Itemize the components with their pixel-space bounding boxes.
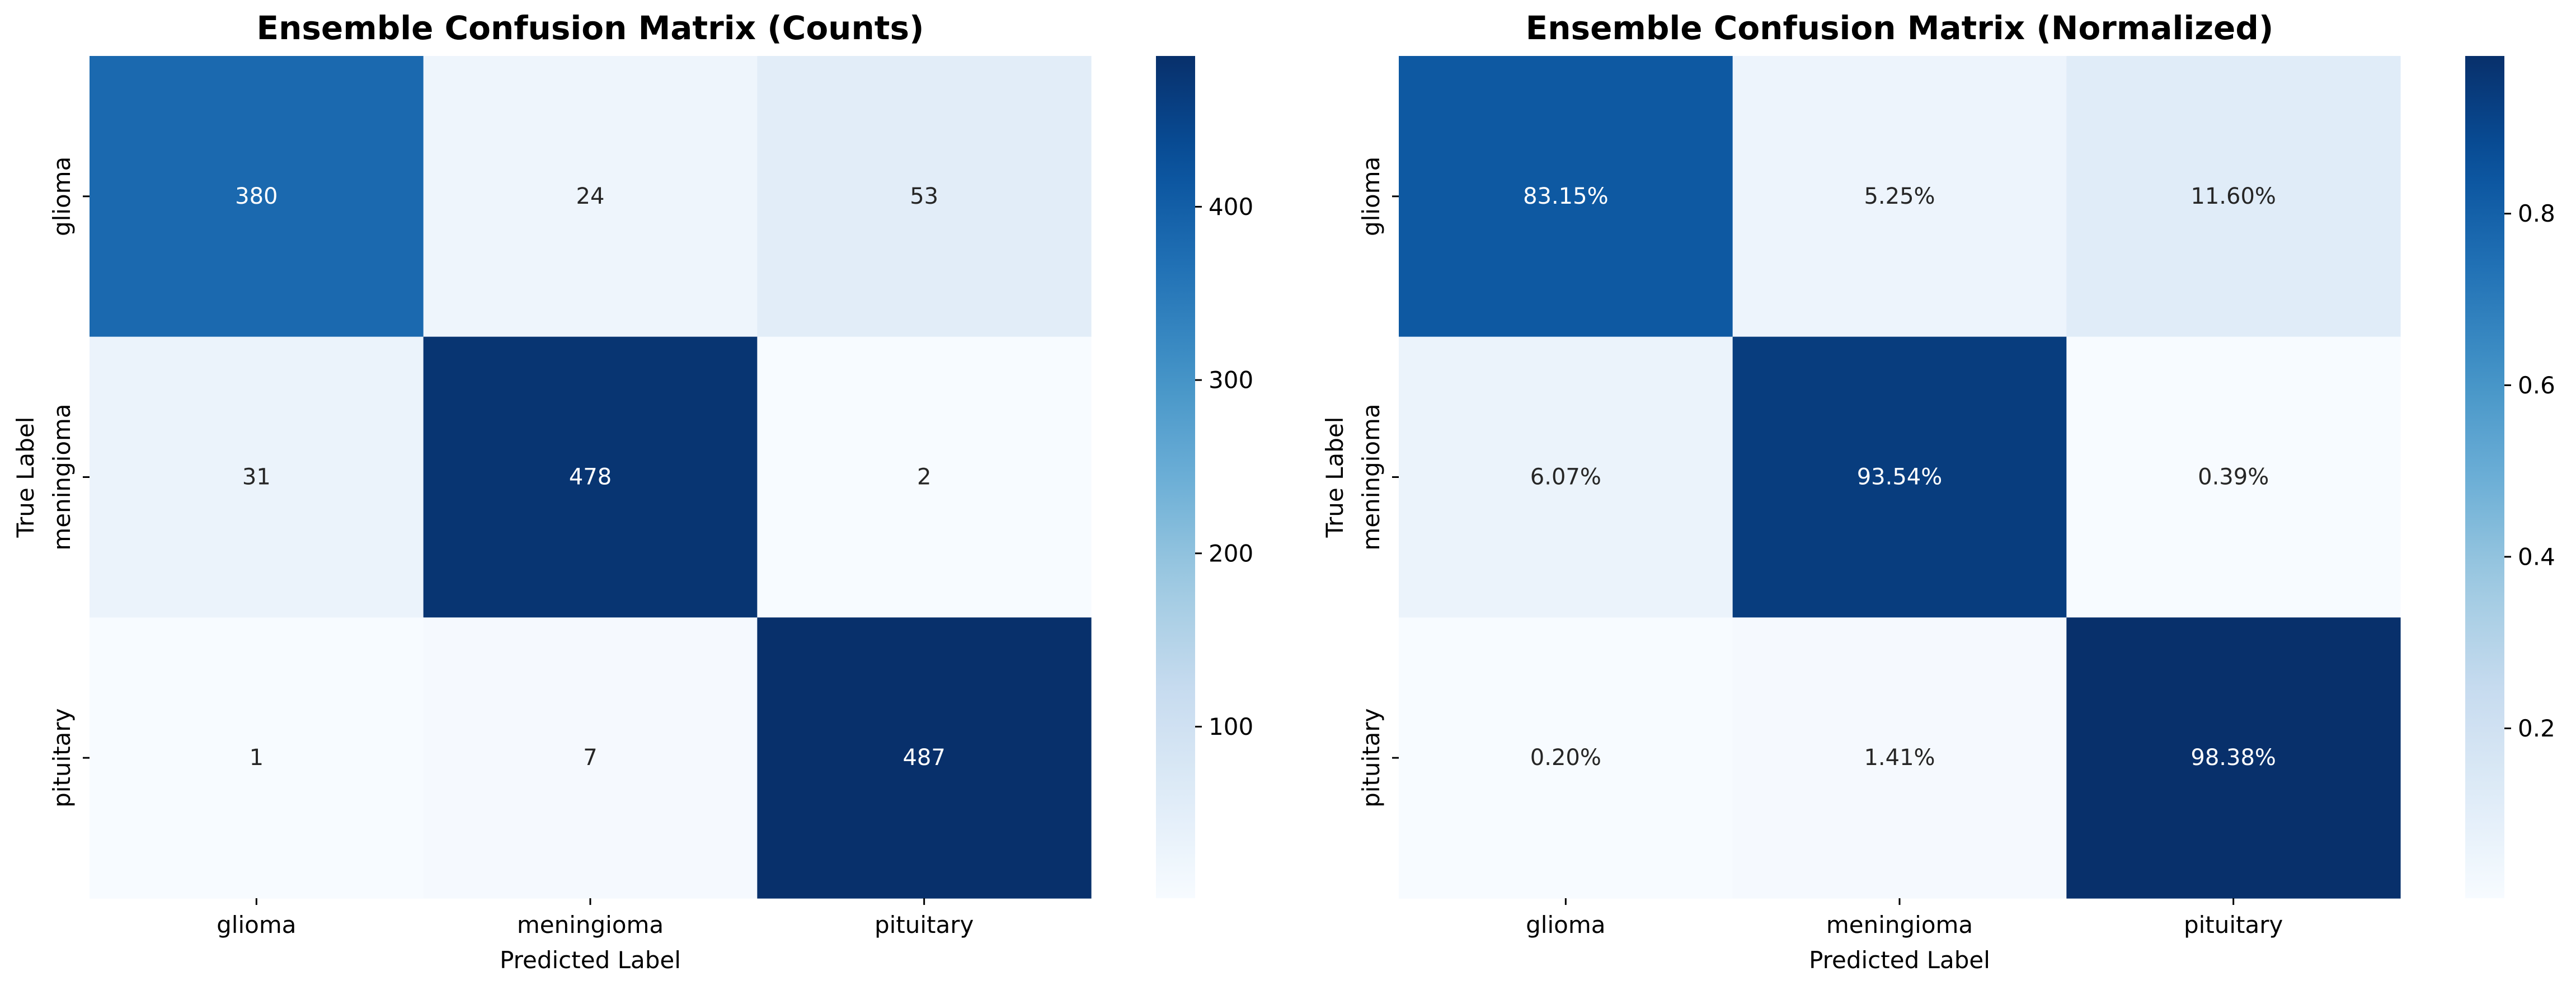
cell-value-label: 380 (235, 184, 278, 209)
cell-value-label: 31 (242, 464, 271, 490)
x-tick-label: meningioma (1826, 911, 1973, 939)
x-tick-label: glioma (217, 911, 296, 939)
chart-title: Ensemble Confusion Matrix (Counts) (256, 9, 924, 47)
cell-value-label: 53 (910, 184, 938, 209)
y-tick-label: glioma (1357, 157, 1385, 236)
colorbar-tick-label: 100 (1209, 713, 1253, 740)
cell-value-label: 1 (250, 745, 264, 771)
x-axis-label: Predicted Label (1809, 946, 1990, 974)
x-tick-label: pituitary (875, 911, 974, 939)
colorbar-tick-label: 0.2 (2518, 715, 2555, 742)
cell-value-label: 11.60% (2190, 184, 2276, 209)
y-axis-label: True Label (1321, 417, 1348, 538)
colorbar-tick-label: 400 (1209, 193, 1253, 220)
cell-value-label: 93.54% (1857, 464, 1943, 490)
colorbar-tick-label: 0.8 (2518, 200, 2555, 227)
y-tick-label: meningioma (1357, 403, 1385, 550)
heatmap-cell (757, 617, 1092, 899)
heatmap-cell (1399, 336, 1733, 618)
counts-confusion-matrix-panel: Ensemble Confusion Matrix (Counts) 380 24 5… (12, 9, 1253, 974)
colorbar (2465, 56, 2504, 898)
colorbar (1156, 56, 1195, 898)
cell-value-label: 24 (576, 184, 605, 209)
y-tick-label: pituitary (48, 708, 76, 807)
heatmap-cell (2066, 617, 2401, 899)
heatmap-cell (423, 617, 758, 899)
heatmap-cell (1732, 617, 2067, 899)
y-tick-label: pituitary (1357, 708, 1385, 807)
heatmap-cell (1399, 617, 1733, 899)
heatmap-cell (90, 336, 424, 618)
heatmap-cell (2066, 56, 2401, 337)
heatmap-cell (90, 56, 424, 337)
colorbar-tick-label: 200 (1209, 539, 1253, 567)
x-axis-label: Predicted Label (500, 946, 681, 974)
heatmap-cells: 380 24 53 31 478 2 1 7 487 (90, 56, 1092, 899)
heatmap-cell (1732, 336, 2067, 618)
normalized-heatmap-chart: Ensemble Confusion Matrix (Normalized) 83… (1321, 9, 2555, 974)
cell-value-label: 98.38% (2190, 745, 2276, 771)
cell-value-label: 0.20% (1530, 745, 1601, 771)
y-axis-label: True Label (12, 417, 39, 538)
chart-title: Ensemble Confusion Matrix (Normalized) (1526, 9, 2274, 47)
x-tick-label: pituitary (2184, 911, 2283, 939)
y-tick-label: meningioma (48, 403, 76, 550)
x-tick-label: glioma (1526, 911, 1605, 939)
cell-value-label: 7 (583, 745, 597, 771)
normalized-confusion-matrix-panel: Ensemble Confusion Matrix (Normalized) 83… (1288, 0, 2576, 990)
cell-value-label: 0.39% (2198, 464, 2269, 490)
colorbar-tick-label: 300 (1209, 367, 1253, 394)
heatmap-cell (757, 56, 1092, 337)
heatmap-cell (1399, 56, 1733, 337)
cell-value-label: 6.07% (1530, 464, 1601, 490)
x-tick-label: meningioma (517, 911, 664, 939)
heatmap-cell (423, 56, 758, 337)
counts-heatmap-chart: Ensemble Confusion Matrix (Counts) 380 24 5… (12, 9, 1253, 974)
cell-value-label: 1.41% (1864, 745, 1935, 771)
cell-value-label: 2 (917, 464, 931, 490)
cell-value-label: 5.25% (1864, 184, 1935, 209)
heatmap-cell (90, 617, 424, 899)
cell-value-label: 487 (902, 745, 945, 771)
heatmap-cell (423, 336, 758, 618)
colorbar-tick-label: 0.6 (2518, 372, 2555, 399)
heatmap-cells: 83.15% 5.25% 11.60% 6.07% 93.54% 0.39% 0.20% 1.… (1399, 56, 2401, 899)
cell-value-label: 83.15% (1523, 184, 1609, 209)
heatmap-cell (1732, 56, 2067, 337)
cell-value-label: 478 (569, 464, 612, 490)
heatmap-cell (757, 336, 1092, 618)
heatmap-cell (2066, 336, 2401, 618)
colorbar-tick-label: 0.4 (2518, 543, 2555, 570)
y-tick-label: glioma (48, 157, 76, 236)
